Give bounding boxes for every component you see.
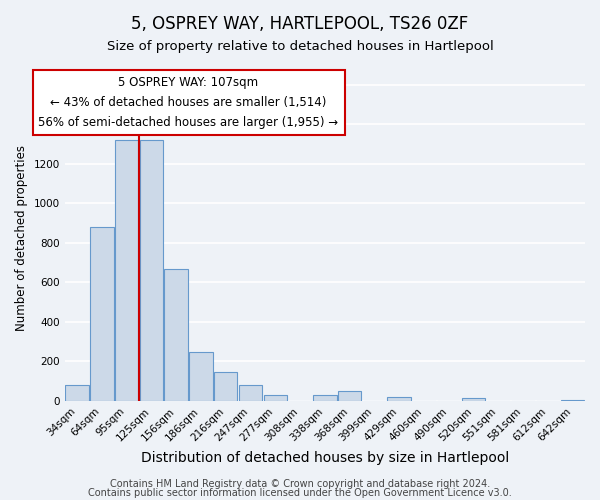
Bar [140,140,163,401]
Text: Contains HM Land Registry data © Crown copyright and database right 2024.: Contains HM Land Registry data © Crown c… [110,479,490,489]
Text: 5 OSPREY WAY: 107sqm
← 43% of detached houses are smaller (1,514)
56% of semi-de: 5 OSPREY WAY: 107sqm ← 43% of detached h… [38,76,338,129]
Bar [462,398,485,401]
Bar [115,140,139,401]
Text: Contains public sector information licensed under the Open Government Licence v3: Contains public sector information licen… [88,488,512,498]
Text: Size of property relative to detached houses in Hartlepool: Size of property relative to detached ho… [107,40,493,53]
Bar [338,391,361,401]
Bar [90,227,113,401]
Bar [263,395,287,401]
Bar [561,400,584,401]
Bar [239,385,262,401]
Bar [65,385,89,401]
Bar [164,268,188,401]
Text: 5, OSPREY WAY, HARTLEPOOL, TS26 0ZF: 5, OSPREY WAY, HARTLEPOOL, TS26 0ZF [131,15,469,33]
Y-axis label: Number of detached properties: Number of detached properties [15,145,28,331]
Bar [388,397,411,401]
Bar [214,372,238,401]
Bar [189,352,213,401]
Bar [313,395,337,401]
X-axis label: Distribution of detached houses by size in Hartlepool: Distribution of detached houses by size … [141,451,509,465]
